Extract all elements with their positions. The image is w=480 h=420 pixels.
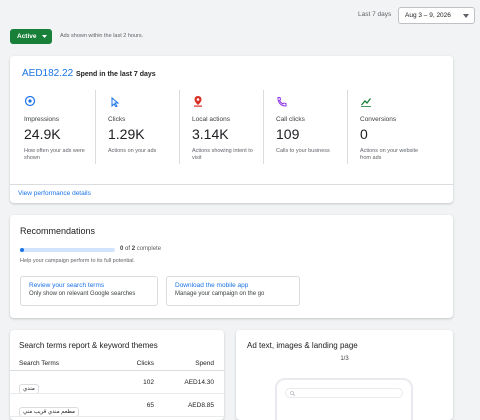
spend-amount: AED182.22: [22, 68, 74, 79]
metric-desc: Actions on your ads: [108, 148, 157, 154]
status-button[interactable]: Active: [10, 29, 52, 44]
spend: AED8.85: [187, 402, 214, 409]
card-title: Recommendations: [20, 226, 96, 236]
metric: Call clicks 109 Calls to your business: [264, 90, 348, 164]
metric-value: 0: [360, 126, 368, 142]
metric-label: Local actions: [192, 116, 230, 123]
metric-icon: [24, 95, 36, 107]
caret: [42, 35, 47, 38]
date-picker[interactable]: Aug 3 – 9, 2026: [398, 7, 475, 24]
spend: AED14.30: [184, 379, 214, 386]
divider: [10, 184, 453, 185]
metric: Impressions 24.9K How often your ads were …: [12, 90, 96, 164]
metric-desc: Actions showing intent to visit: [192, 148, 253, 161]
divider: [179, 90, 180, 164]
metric: Clicks 1.29K Actions on your ads: [96, 90, 180, 164]
divider: [95, 90, 96, 164]
rec-desc: Manage your campaign on the go: [175, 291, 265, 297]
search-icon: [290, 391, 295, 396]
progress-text: 0 of 2 complete: [120, 246, 161, 252]
divider: [10, 393, 224, 394]
divider: [347, 90, 348, 164]
progress-label: complete: [136, 246, 162, 252]
column-header: Clicks: [136, 360, 154, 367]
column-header: Search Terms: [19, 360, 59, 367]
metric-icon: [111, 96, 120, 107]
search-terms-card: Search terms report & keyword themes Sea…: [10, 330, 224, 420]
metric: Conversions 0 Actions on your website from…: [348, 90, 432, 164]
metric-icon: [194, 96, 202, 107]
help-text: Help your campaign perform to its full p…: [20, 258, 135, 264]
progress-of: of: [125, 246, 131, 252]
rec-title: Download the mobile app: [175, 282, 249, 289]
status: Active: [17, 33, 37, 40]
date-range: Aug 3 – 9, 2026: [405, 12, 451, 19]
metric-value: 24.9K: [24, 126, 61, 142]
clicks: 102: [143, 379, 154, 386]
divider: [10, 370, 224, 371]
recommendation-box[interactable]: Review your search terms Only show on re…: [20, 276, 158, 306]
column-header: Spend: [195, 360, 214, 367]
metric-value: 109: [276, 126, 300, 142]
metric-desc: Calls to your business: [276, 148, 330, 154]
metric-desc: Actions on your website from ads: [360, 148, 419, 161]
pager: 1/3: [340, 356, 349, 362]
metric: Local actions 3.14K Actions showing intent…: [180, 90, 264, 164]
divider: [10, 416, 224, 417]
performance-link[interactable]: View performance details: [18, 190, 91, 197]
spend-line: AED182.22 Spend in the last 7 days: [22, 68, 156, 79]
metric-label: Call clicks: [276, 116, 305, 123]
metric-desc: How often your ads were shown: [24, 148, 85, 161]
progress-fill: [20, 248, 24, 252]
metric-label: Impressions: [24, 116, 60, 123]
recommendation-box[interactable]: Download the mobile app Manage your camp…: [166, 276, 300, 306]
metric-value: 1.29K: [108, 126, 145, 142]
status-note: Ads shown within the last 2 hours.: [60, 33, 144, 39]
metric-label: Conversions: [360, 116, 397, 123]
progress-done: 0: [120, 246, 124, 252]
metric-value: 3.14K: [192, 126, 229, 142]
caret: [463, 14, 469, 18]
date-range-label: Last 7 days: [358, 11, 392, 18]
spend-label: Spend in the last 7 days: [75, 71, 156, 78]
card-title: Ad text, images & landing page: [247, 341, 358, 350]
summary-card: AED182.22 Spend in the last 7 days View …: [10, 56, 453, 203]
divider: [263, 90, 264, 164]
metric-label: Clicks: [108, 116, 126, 123]
search-bar: [285, 388, 403, 398]
progress-track: [20, 248, 115, 252]
rec-desc: Only show on relevant Google searches: [29, 291, 136, 297]
recommendations-card: Recommendations 0 of 2 complete Help you…: [10, 215, 453, 318]
clicks: 65: [146, 402, 154, 409]
card-title: Search terms report & keyword themes: [19, 341, 158, 350]
phone-mockup: [275, 378, 413, 420]
progress-total: 2: [131, 246, 136, 252]
metric-icon: [361, 98, 372, 107]
metric-icon: [277, 97, 287, 107]
rec-title: Review your search terms: [29, 282, 105, 289]
ad-preview-card: Ad text, images & landing page 1/3: [236, 330, 453, 420]
